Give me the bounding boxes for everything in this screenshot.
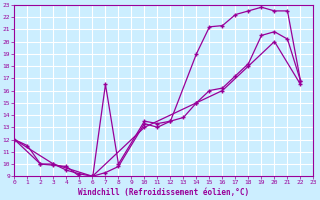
X-axis label: Windchill (Refroidissement éolien,°C): Windchill (Refroidissement éolien,°C): [78, 188, 250, 197]
